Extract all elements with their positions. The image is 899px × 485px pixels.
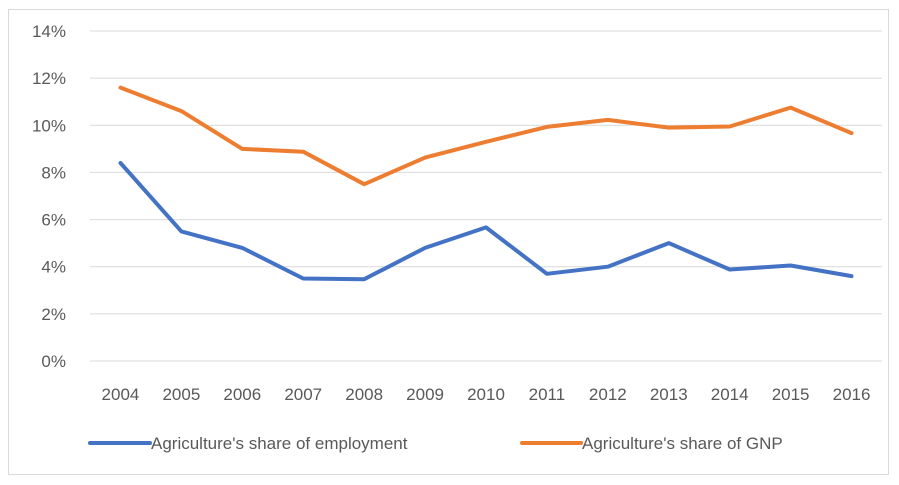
x-tick-label: 2006: [223, 385, 261, 404]
x-tick-label: 2011: [529, 385, 566, 404]
y-tick-label: 2%: [41, 305, 66, 324]
x-tick-label: 2007: [284, 385, 322, 404]
legend: Agriculture's share of employment Agricul…: [88, 434, 783, 453]
x-tick-label: 2015: [772, 385, 810, 404]
y-tick-label: 10%: [32, 116, 66, 135]
series-line-1: [118, 161, 854, 282]
series-lines: [118, 85, 854, 282]
x-tick-label: 2012: [589, 385, 627, 404]
x-tick-label: 2016: [833, 385, 871, 404]
x-tick-label: 2014: [711, 385, 749, 404]
x-tick-label: 2004: [102, 385, 140, 404]
legend-label-1: Agriculture's share of employment: [151, 434, 408, 453]
y-tick-label: 0%: [41, 352, 66, 371]
x-tick-label: 2013: [650, 385, 688, 404]
gridlines: [90, 30, 882, 362]
x-tick-label: 2008: [345, 385, 383, 404]
series-line-2: [118, 85, 854, 187]
x-axis-tick-labels: 2004 2005 2006 2007 2008 2009 2010 2011 2012 2013…: [102, 385, 871, 404]
y-tick-label: 12%: [32, 69, 66, 88]
x-tick-label: 2009: [406, 385, 444, 404]
y-tick-label: 14%: [32, 22, 66, 41]
y-tick-label: 4%: [41, 258, 66, 277]
x-tick-label: 2005: [162, 385, 200, 404]
x-tick-label: 2010: [467, 385, 505, 404]
y-tick-label: 8%: [41, 163, 66, 182]
legend-label-2: Agriculture's share of GNP: [582, 434, 783, 453]
y-axis-tick-labels: 0% 2% 4% 6% 8% 10% 12% 14%: [32, 22, 66, 371]
y-tick-label: 6%: [41, 211, 66, 230]
